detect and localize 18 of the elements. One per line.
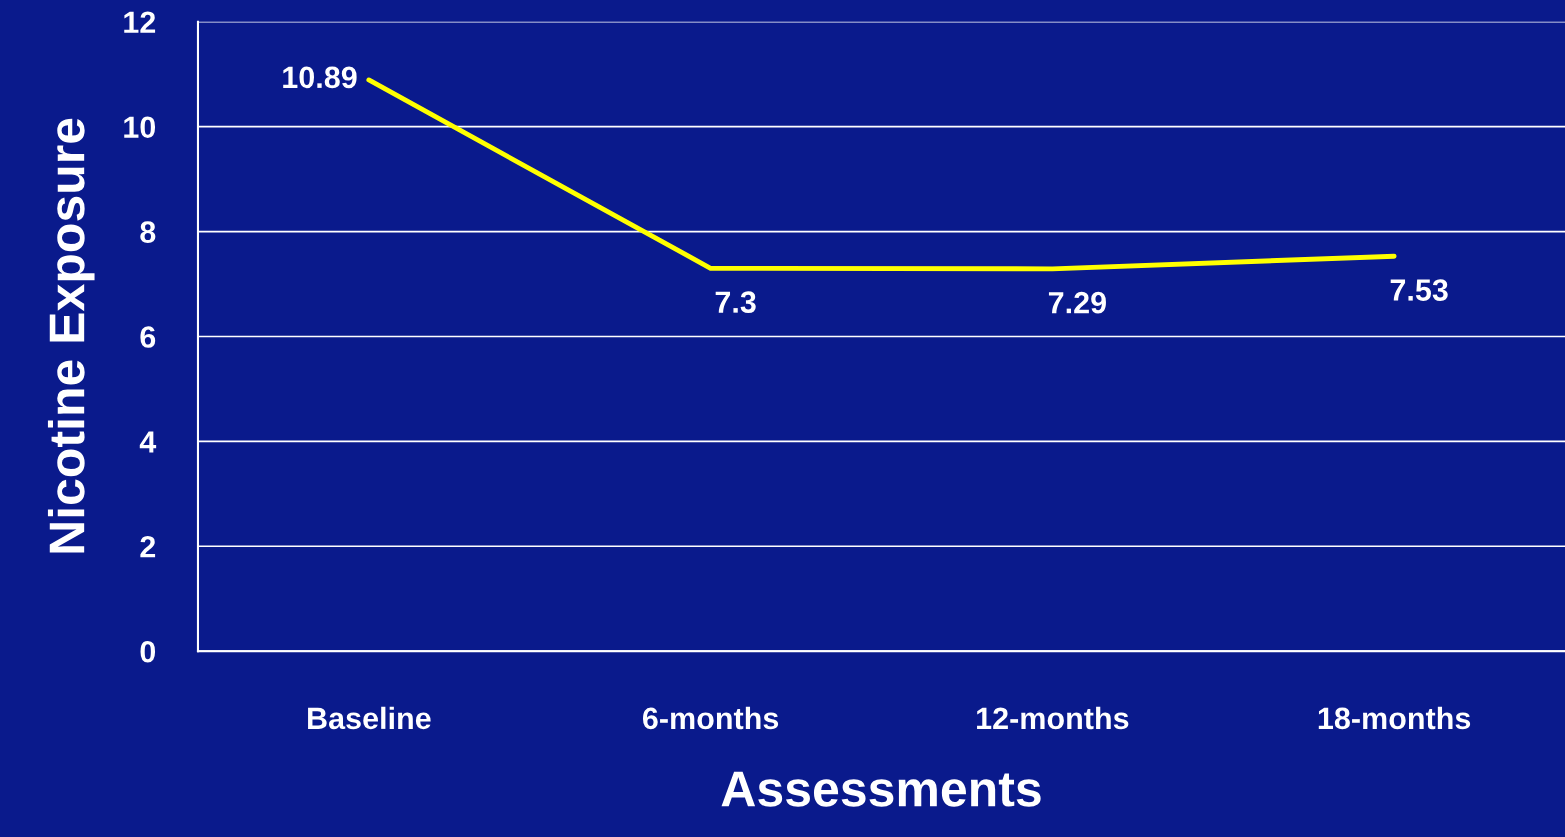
y-tick-label: 6 [140, 326, 156, 348]
x-tick-label: 6-months [642, 706, 779, 730]
y-tick-label: 8 [140, 221, 156, 243]
x-axis-title: Assessments [721, 771, 1041, 807]
y-tick-label: 2 [140, 536, 156, 558]
data-label: 7.53 [1390, 279, 1448, 301]
y-tick-label: 4 [139, 431, 157, 453]
x-tick-label: Baseline [308, 706, 431, 730]
y-tick-label: 12 [124, 11, 156, 33]
data-label: 10.89 [283, 66, 357, 89]
data-label: 7.3 [715, 291, 756, 313]
x-tick-label: 12-months [977, 706, 1129, 730]
data-label: 7.29 [1048, 291, 1106, 314]
line-series [366, 77, 1397, 272]
y-tick-label: 0 [140, 640, 156, 663]
x-tick-label: 18-months [1318, 706, 1471, 730]
y-axis-title: Nicotine Exposure [47, 118, 95, 553]
y-tick-label: 10 [124, 116, 156, 139]
